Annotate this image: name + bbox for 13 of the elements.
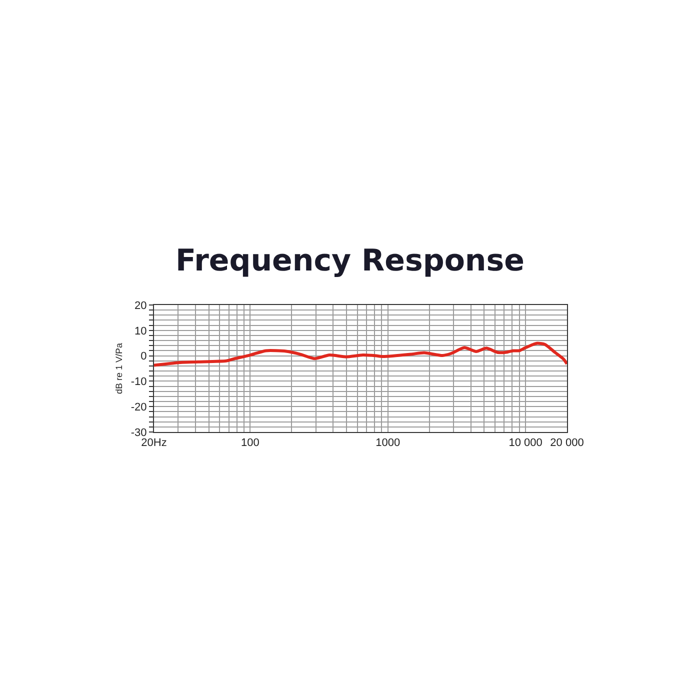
y-tick-label: 20: [134, 300, 147, 312]
x-tick-label: 100: [241, 437, 260, 450]
x-tick-label: 20 000: [550, 437, 584, 450]
y-tick-label: 10: [134, 325, 147, 338]
x-tick-label: 20Hz: [141, 437, 167, 450]
x-tick-label: 1000: [376, 437, 400, 450]
y-axis-title: dB re 1 V/Pa: [114, 342, 124, 394]
x-tick-label: 10 000: [508, 437, 542, 450]
chart-title: Frequency Response: [176, 244, 524, 278]
y-tick-label: -20: [130, 401, 147, 414]
y-tick-label: 0: [140, 350, 147, 363]
y-tick-label: -10: [130, 376, 147, 388]
y-tick-label: -30: [130, 426, 147, 439]
